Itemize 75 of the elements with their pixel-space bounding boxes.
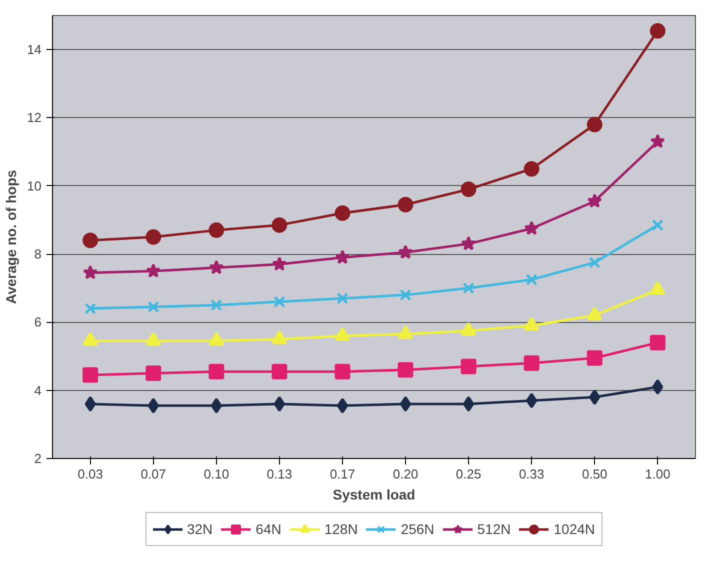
point <box>526 274 538 286</box>
point <box>588 256 600 268</box>
point <box>652 379 664 395</box>
x-tick-label: 0.10 <box>204 466 230 482</box>
point <box>652 219 664 231</box>
point <box>336 398 348 414</box>
point <box>460 358 476 374</box>
point <box>272 256 287 271</box>
point <box>272 217 288 233</box>
point <box>274 296 286 308</box>
x-tick-label: 0.33 <box>518 466 544 482</box>
y-tick-label: 2 <box>34 451 42 466</box>
x-tick-label: 1.00 <box>645 466 670 482</box>
point <box>526 392 538 408</box>
point <box>650 334 666 350</box>
x-tick-label: 0.25 <box>456 466 482 482</box>
point <box>335 250 350 264</box>
point <box>586 116 602 132</box>
y-tick-label: 12 <box>27 110 42 126</box>
legend-label: 32N <box>186 521 213 537</box>
point <box>334 364 350 380</box>
point <box>460 182 476 198</box>
point <box>462 396 474 412</box>
legend-label: 64N <box>256 521 282 537</box>
point <box>274 396 286 412</box>
point <box>146 366 162 382</box>
point <box>400 289 412 301</box>
y-axis-title: Average no. of hops <box>3 170 20 304</box>
point <box>398 244 413 259</box>
x-tick-label: 0.13 <box>266 466 292 482</box>
point <box>82 367 98 383</box>
point <box>587 193 602 208</box>
point <box>524 161 540 177</box>
legend-label: 128N <box>324 521 358 537</box>
point <box>272 364 288 380</box>
legend-label: 1024N <box>554 521 596 537</box>
point <box>208 222 224 238</box>
x-tick-label: 0.20 <box>392 466 418 482</box>
point <box>210 398 222 414</box>
point <box>84 396 96 412</box>
point <box>208 364 224 380</box>
x-axis-title: System load <box>332 486 416 502</box>
point <box>146 229 162 245</box>
point <box>84 302 96 314</box>
legend-label: 256N <box>400 521 434 537</box>
point <box>650 134 666 148</box>
point <box>334 205 350 221</box>
point <box>586 350 602 366</box>
y-tick-label: 8 <box>34 246 42 262</box>
point <box>524 355 540 371</box>
point <box>146 263 161 278</box>
point <box>208 260 224 274</box>
legend-label: 512N <box>477 521 511 537</box>
point <box>400 396 412 412</box>
point <box>398 196 414 212</box>
y-tick-label: 6 <box>34 314 42 330</box>
point <box>461 236 476 250</box>
x-tick-label: 0.17 <box>330 466 356 482</box>
point <box>398 362 414 378</box>
x-tick-label: 0.07 <box>140 466 166 482</box>
x-tick-label: 0.50 <box>582 466 608 482</box>
point <box>650 23 666 39</box>
point <box>336 292 348 304</box>
point <box>589 389 600 405</box>
y-tick-label: 4 <box>34 382 42 398</box>
point <box>148 301 160 313</box>
point <box>524 220 540 235</box>
point <box>462 282 474 294</box>
point <box>82 232 98 248</box>
point <box>210 299 222 311</box>
y-tick-label: 14 <box>27 42 42 58</box>
x-tick-label: 0.03 <box>78 466 103 482</box>
y-tick-label: 10 <box>27 178 42 194</box>
point <box>148 398 159 414</box>
point <box>82 265 98 280</box>
